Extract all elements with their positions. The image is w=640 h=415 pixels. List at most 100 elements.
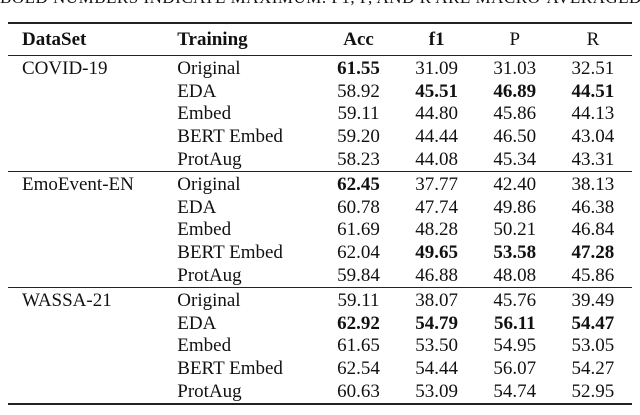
value-cell: 42.40 (493, 174, 537, 196)
value-cell: 46.88 (397, 264, 476, 288)
training-cell: Embed (177, 335, 232, 357)
dataset-cell (8, 103, 177, 126)
dataset-cell (8, 358, 177, 381)
value-cell: 45.51 (415, 80, 459, 102)
value-cell: 37.77 (415, 174, 459, 196)
value-cell: 31.03 (493, 58, 537, 80)
training-cell: BERT Embed (177, 126, 283, 148)
dataset-cell (8, 313, 177, 336)
value-cell: 46.38 (571, 196, 615, 218)
table-row: EDA 62.92 54.79 56.11 54.47 (8, 313, 632, 336)
value-cell: 59.11 (337, 290, 380, 312)
value-cell: 54.79 (415, 312, 459, 334)
value-cell: 59.11 (337, 103, 380, 125)
dataset-cell (8, 380, 178, 405)
value-cell: 62.04 (337, 242, 380, 264)
table-row: BERT Embed 62.54 54.44 56.07 54.27 (8, 358, 632, 381)
value-cell: 56.11 (493, 312, 536, 334)
table-row: Embed 61.69 48.28 50.21 46.84 (8, 219, 632, 242)
value-cell: 54.47 (571, 312, 615, 334)
value-cell: 58.23 (319, 148, 398, 172)
table-row: ProtAug 58.23 44.08 45.34 43.31 (8, 148, 632, 172)
value-cell: 61.65 (337, 335, 380, 357)
value-cell: 48.28 (415, 219, 459, 241)
value-cell: 56.07 (493, 358, 537, 380)
training-cell: Embed (177, 103, 232, 125)
training-cell: ProtAug (177, 380, 320, 405)
value-cell: 47.74 (415, 196, 459, 218)
table-row: Embed 61.65 53.50 54.95 53.05 (8, 335, 632, 358)
value-cell: 49.86 (493, 196, 537, 218)
table-row: Embed 59.11 44.80 45.86 44.13 (8, 103, 632, 126)
value-cell: 44.51 (571, 80, 615, 102)
column-header: R (553, 22, 632, 56)
value-cell: 45.76 (493, 290, 537, 312)
column-header: Training (177, 22, 320, 56)
training-cell: Original (177, 174, 241, 196)
value-cell: 46.84 (571, 219, 615, 241)
value-cell: 61.55 (337, 58, 380, 80)
value-cell: 60.63 (319, 380, 398, 405)
dataset-cell: WASSA-21 (22, 290, 112, 312)
training-cell: Embed (177, 219, 232, 241)
training-cell: Original (177, 58, 241, 80)
column-header: DataSet (8, 22, 178, 56)
value-cell: 45.86 (493, 103, 537, 125)
table-row: BERT Embed 59.20 44.44 46.50 43.04 (8, 126, 632, 149)
value-cell: 46.50 (493, 126, 537, 148)
dataset-cell (8, 264, 178, 288)
value-cell: 58.92 (337, 80, 380, 102)
training-cell: ProtAug (177, 264, 320, 288)
table-row: COVID-19 Original 61.55 31.09 31.03 32.51 (8, 56, 632, 81)
value-cell: 62.54 (337, 358, 380, 380)
dataset-cell (8, 335, 177, 358)
value-cell: 59.20 (337, 126, 380, 148)
value-cell: 44.80 (415, 103, 459, 125)
value-cell: 38.07 (415, 290, 459, 312)
value-cell: 52.95 (553, 380, 632, 405)
table-caption: BOLD NUMBERS INDICATE MAXIMUM. F1, P, AN… (0, 0, 640, 8)
dataset-cell (8, 219, 177, 242)
table-row: BERT Embed 62.04 49.65 53.58 47.28 (8, 242, 632, 265)
value-cell: 47.28 (571, 242, 615, 264)
dataset-cell (8, 148, 178, 172)
training-cell: ProtAug (177, 148, 320, 172)
dataset-cell (8, 197, 177, 220)
value-cell: 31.09 (415, 58, 459, 80)
value-cell: 54.74 (475, 380, 554, 405)
dataset-cell (8, 242, 177, 265)
table-row: EDA 58.92 45.51 46.89 44.51 (8, 81, 632, 104)
table-row: WASSA-21 Original 59.11 38.07 45.76 39.49 (8, 287, 632, 312)
value-cell: 54.44 (415, 358, 459, 380)
value-cell: 44.08 (397, 148, 476, 172)
training-cell: BERT Embed (177, 242, 283, 264)
value-cell: 39.49 (571, 290, 615, 312)
value-cell: 62.45 (337, 174, 380, 196)
value-cell: 44.13 (571, 103, 615, 125)
value-cell: 54.95 (493, 335, 537, 357)
table-row: EmoEvent-EN Original 62.45 37.77 42.40 38.13 (8, 171, 632, 196)
value-cell: 43.31 (553, 148, 632, 172)
column-header: P (475, 22, 554, 56)
dataset-cell (8, 81, 177, 104)
training-cell: EDA (177, 196, 217, 218)
dataset-cell: EmoEvent-EN (22, 174, 134, 196)
training-cell: Original (177, 290, 241, 312)
table-row: ProtAug 59.84 46.88 48.08 45.86 (8, 264, 632, 288)
dataset-cell: COVID-19 (22, 58, 108, 80)
value-cell: 53.09 (397, 380, 476, 405)
value-cell: 46.89 (493, 80, 537, 102)
value-cell: 45.34 (475, 148, 554, 172)
column-header: Acc (319, 22, 398, 56)
training-cell: EDA (177, 80, 217, 102)
header-row: DataSet Training Acc f1 P R (8, 22, 632, 56)
value-cell: 59.84 (319, 264, 398, 288)
dataset-cell (8, 126, 177, 149)
value-cell: 53.58 (493, 242, 537, 264)
training-cell: EDA (177, 312, 217, 334)
value-cell: 50.21 (493, 219, 537, 241)
value-cell: 44.44 (415, 126, 459, 148)
value-cell: 49.65 (415, 242, 459, 264)
value-cell: 54.27 (571, 358, 615, 380)
value-cell: 43.04 (571, 126, 615, 148)
